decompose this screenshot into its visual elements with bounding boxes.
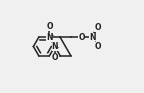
Text: -: - — [50, 23, 52, 28]
Text: O: O — [52, 53, 58, 62]
Text: O: O — [46, 22, 53, 31]
Text: N: N — [46, 33, 53, 42]
Text: O: O — [94, 23, 101, 32]
Text: +: + — [49, 33, 54, 38]
Text: O: O — [94, 42, 101, 51]
Text: N: N — [52, 42, 58, 51]
Text: O: O — [78, 33, 85, 42]
Text: -: - — [56, 56, 58, 61]
Text: +: + — [55, 45, 59, 50]
Text: N: N — [89, 33, 95, 42]
